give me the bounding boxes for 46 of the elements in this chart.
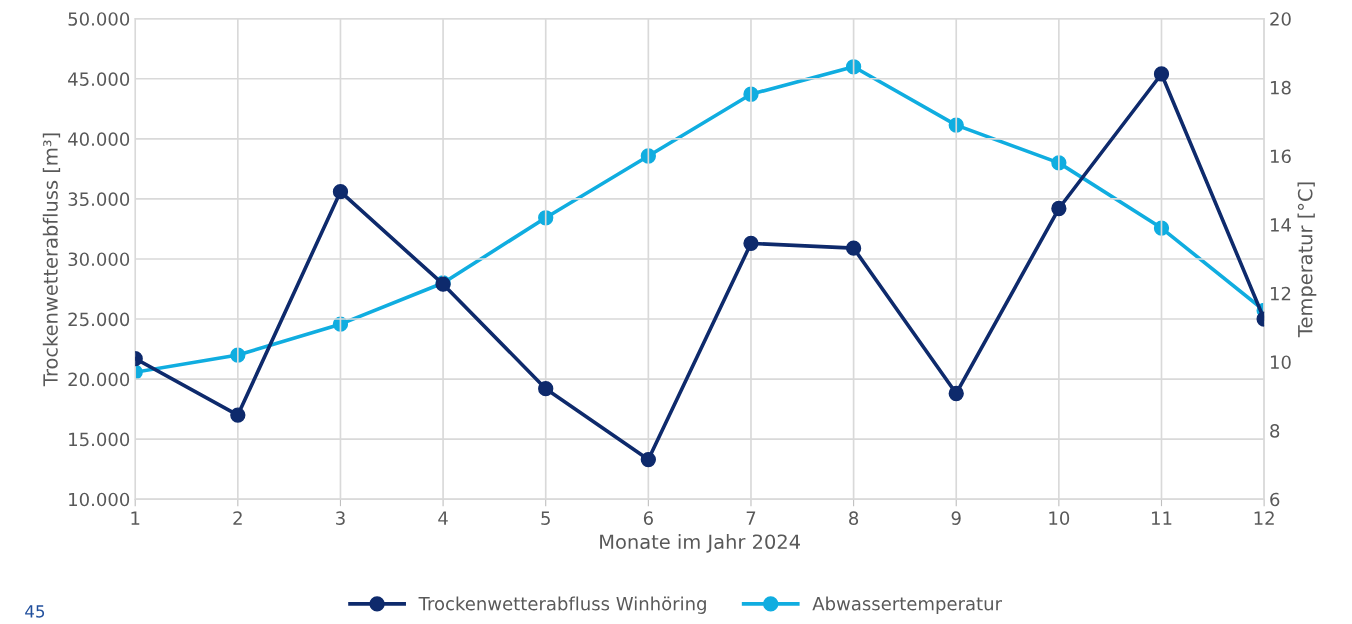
point — [1051, 200, 1067, 217]
y2-tick-label: 20 — [1270, 12, 1291, 26]
legend-label: Abwassertemperatur — [812, 596, 1002, 614]
x-tick-label: 5 — [541, 511, 550, 525]
point — [332, 184, 349, 200]
y2-tick-label: 10 — [1270, 355, 1291, 370]
point — [640, 451, 656, 468]
point — [948, 385, 964, 402]
point — [538, 381, 554, 397]
y-tick-label: 35.000 — [68, 192, 130, 207]
y-tick-label: 50.000 — [68, 12, 130, 26]
y2-tick-label: 14 — [1270, 218, 1291, 232]
y-tick-label: 45.000 — [68, 72, 130, 86]
text: 45 — [25, 605, 45, 618]
y2-axis-title: Temperatur [°C] — [1297, 182, 1317, 338]
point — [845, 240, 862, 256]
y2-tick-label: 16 — [1270, 149, 1291, 164]
x-tick-label: 8 — [849, 511, 859, 525]
x-tick-label: 12 — [1254, 511, 1274, 525]
y2-tick-label: 8 — [1270, 424, 1280, 438]
legend-label: Trockenwetterabfluss Winhöring — [418, 596, 706, 614]
y-tick-label: 30.000 — [68, 252, 130, 267]
y2-tick-label: 12 — [1270, 286, 1291, 301]
y-tick-label: 25.000 — [68, 312, 130, 327]
y-tick-label: 20.000 — [68, 372, 130, 387]
y-tick-label: 40.000 — [68, 132, 130, 146]
y-tick-label: 10.000 — [69, 492, 130, 507]
y-tick-label: 15.000 — [69, 432, 130, 447]
y-axis-title: Trockenwetterabfluss [m³] — [42, 133, 61, 387]
y2-tick-label: 6 — [1270, 492, 1280, 507]
point — [743, 235, 759, 251]
point — [1153, 66, 1170, 82]
x-tick-label: 10 — [1049, 511, 1070, 525]
x-tick-label: 6 — [643, 511, 653, 525]
x-tick-label: 11 — [1151, 511, 1172, 525]
x-axis-title: Monate im Jahr 2024 — [600, 534, 800, 553]
x-tick-label: 2 — [233, 511, 242, 525]
point — [845, 59, 862, 75]
x-tick-label: 7 — [746, 511, 756, 525]
x-tick-label: 3 — [336, 511, 345, 525]
point — [1153, 220, 1170, 236]
x-tick-label: 4 — [438, 511, 448, 525]
x-tick-label: 9 — [951, 511, 961, 525]
x-tick-label: 1 — [131, 511, 140, 525]
point — [230, 407, 246, 423]
y2-tick-label: 18 — [1270, 80, 1291, 95]
